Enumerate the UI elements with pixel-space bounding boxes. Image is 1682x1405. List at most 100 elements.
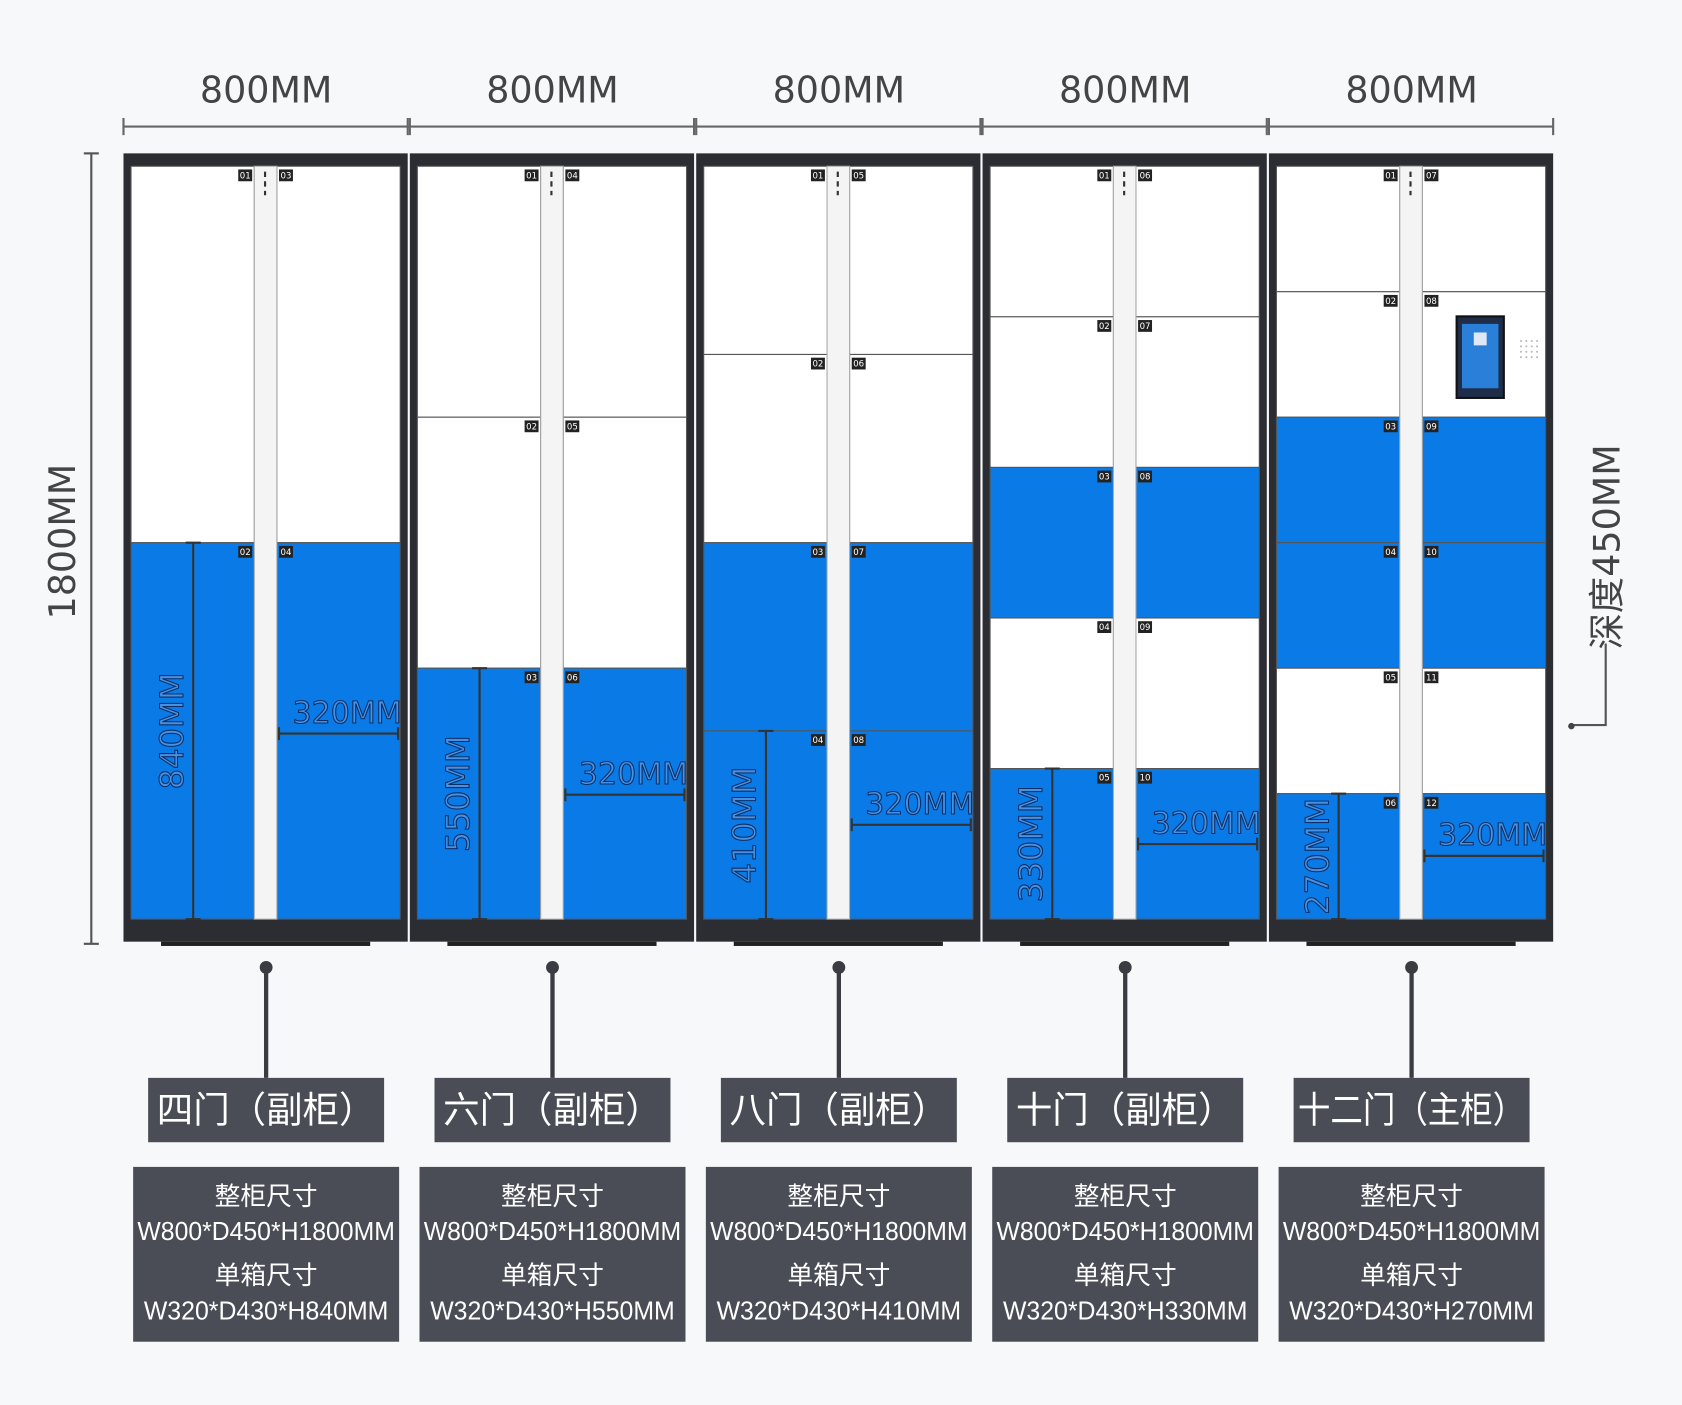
info-unit-size: W320*D430*H410MM (717, 1298, 962, 1326)
locker-door (849, 542, 974, 732)
speaker-hole (1519, 345, 1523, 348)
speaker-hole (1525, 345, 1528, 348)
locker-door (276, 542, 401, 920)
locker-door (1421, 542, 1547, 669)
door-tag (524, 671, 539, 684)
door-tag (1138, 621, 1153, 634)
door-number: 05 (1385, 673, 1396, 683)
box-width-label: 320MM (579, 757, 688, 792)
info-whole-label: 整柜尺寸 (1074, 1182, 1177, 1211)
info-whole-label: 整柜尺寸 (501, 1182, 604, 1211)
door-number: 03 (812, 548, 823, 558)
door-number: 09 (1140, 623, 1151, 633)
door-number: 06 (1140, 171, 1151, 181)
info-whole-size: W800*D450*H1800MM (710, 1218, 967, 1246)
door-number: 12 (1426, 799, 1437, 809)
speaker-hole (1530, 350, 1533, 353)
door-tag (1138, 470, 1153, 483)
door-number: 09 (1426, 422, 1437, 432)
door-number: 01 (1385, 171, 1396, 181)
door-number: 04 (567, 171, 578, 181)
info-whole-size: W800*D450*H1800MM (1283, 1218, 1540, 1246)
box-height-label: 550MM (439, 735, 477, 852)
box-height-label: 330MM (1012, 785, 1050, 902)
door-tag (851, 734, 866, 746)
locker-door (1421, 416, 1547, 544)
width-label: 800MM (1059, 69, 1191, 112)
door-number: 05 (1099, 774, 1110, 784)
door-number: 08 (1140, 473, 1151, 483)
speaker-hole (1525, 339, 1528, 343)
info-unit-size: W320*D430*H840MM (144, 1298, 389, 1326)
door-number: 05 (853, 171, 864, 181)
speaker-hole (1519, 350, 1523, 353)
door-tag (810, 357, 825, 370)
box-width-label: 320MM (1438, 818, 1547, 853)
locker-door (1275, 542, 1401, 669)
door-tag (238, 545, 253, 558)
door-tag (1424, 294, 1439, 307)
door-number: 03 (281, 171, 292, 181)
name-box (1293, 1077, 1530, 1143)
door-tag (1138, 320, 1153, 332)
speaker-hole (1530, 356, 1533, 359)
name-box (1007, 1077, 1244, 1143)
door-tag (565, 420, 580, 433)
door-tag (810, 734, 825, 746)
center-pillar (253, 165, 278, 920)
box-height-label: 270MM (1298, 798, 1336, 915)
door-number: 08 (1426, 297, 1437, 307)
box-height-label: 840MM (153, 672, 191, 789)
door-number: 07 (1426, 171, 1437, 181)
locker-door (1135, 316, 1260, 468)
door-number: 07 (853, 548, 864, 558)
info-unit-label: 单箱尺寸 (1360, 1261, 1463, 1290)
name-box (434, 1077, 671, 1143)
depth-bracket (1572, 643, 1607, 727)
door-tag (851, 357, 866, 370)
door-tag (279, 169, 293, 182)
depth-label: 深度450MM (1585, 444, 1628, 649)
door-tag (524, 420, 539, 433)
locker-door (416, 165, 542, 418)
cabinet-name: 八门（副柜） (729, 1089, 948, 1132)
info-box (133, 1166, 400, 1342)
door-number: 02 (1385, 297, 1396, 307)
door-tag (565, 169, 580, 182)
width-label: 800MM (486, 69, 618, 112)
door-number: 06 (853, 360, 864, 370)
door-tag (810, 545, 825, 558)
info-unit-label: 单箱尺寸 (501, 1261, 604, 1290)
door-number: 02 (526, 422, 537, 432)
info-box (705, 1166, 972, 1342)
door-number: 05 (567, 422, 578, 432)
width-label: 800MM (1345, 69, 1477, 112)
locker-door (562, 416, 688, 669)
info-box (1278, 1166, 1545, 1342)
center-pillar (1399, 165, 1423, 920)
door-tag (1383, 671, 1398, 684)
door-tag (1097, 169, 1112, 182)
center-pillar (1112, 165, 1137, 920)
speaker-hole (1530, 345, 1533, 348)
door-number: 01 (526, 171, 537, 181)
info-unit-size: W320*D430*H550MM (430, 1298, 675, 1326)
door-number: 02 (812, 360, 823, 370)
locker-door (1135, 466, 1260, 619)
info-whole-label: 整柜尺寸 (787, 1182, 890, 1211)
cabinet-base (447, 941, 657, 946)
locker-door (1275, 291, 1401, 418)
speaker-hole (1535, 339, 1539, 343)
speaker-hole (1535, 356, 1539, 359)
locker-door (703, 353, 828, 544)
door-number: 10 (1140, 774, 1151, 784)
box-width-label: 320MM (293, 696, 402, 731)
door-number: 03 (1385, 422, 1396, 432)
door-tag (1383, 796, 1398, 809)
info-unit-size: W320*D430*H330MM (1003, 1298, 1248, 1326)
info-whole-label: 整柜尺寸 (215, 1182, 318, 1211)
door-number: 04 (812, 736, 823, 746)
speaker-hole (1535, 350, 1539, 353)
door-tag (810, 169, 825, 182)
